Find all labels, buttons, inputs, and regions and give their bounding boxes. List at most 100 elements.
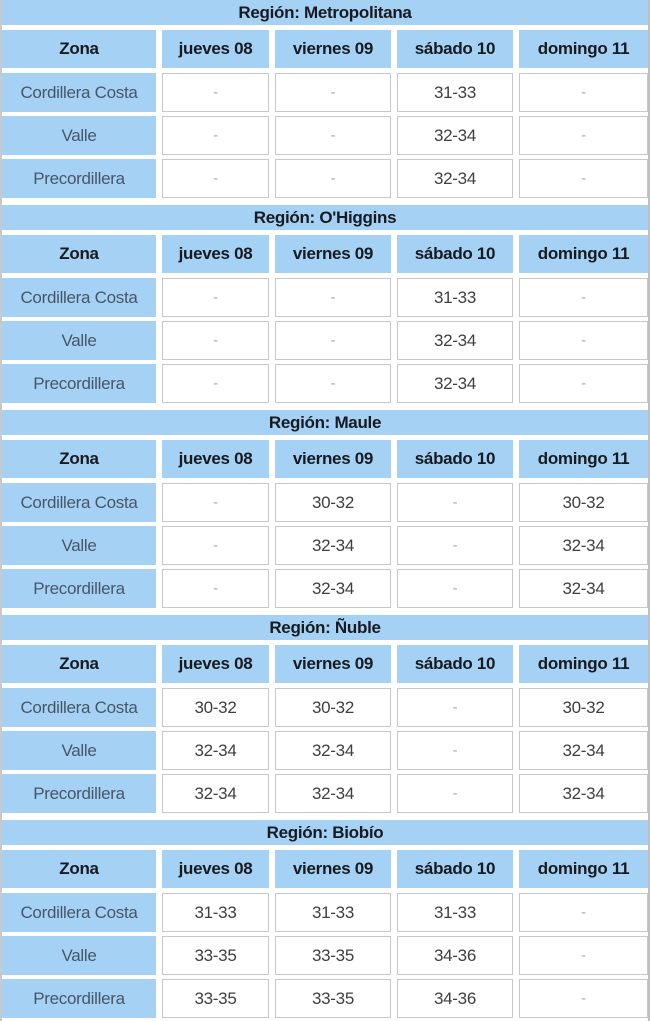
region-table: Región: Biobío Zona jueves 08 viernes 09… <box>2 820 648 1018</box>
value-cell: 30-32 <box>275 688 391 727</box>
column-header-zona: Zona <box>2 850 156 888</box>
value-cell: - <box>275 278 391 317</box>
region-title-bar: Región: Metropolitana <box>2 0 648 25</box>
value-cell: - <box>397 569 513 608</box>
value-cell: - <box>519 116 648 155</box>
value-cell: 32-34 <box>397 364 513 403</box>
value-cell: 32-34 <box>519 774 648 813</box>
value-cell: 31-33 <box>397 73 513 112</box>
header-row: Zona jueves 08 viernes 09 sábado 10 domi… <box>2 235 648 273</box>
zone-cell: Cordillera Costa <box>2 893 156 932</box>
column-header-sabado: sábado 10 <box>397 235 513 273</box>
table-row: Valle 32-34 32-34 - 32-34 <box>2 731 648 770</box>
value-cell: 31-33 <box>397 278 513 317</box>
value-cell: 32-34 <box>275 774 391 813</box>
value-cell: 30-32 <box>519 688 648 727</box>
column-header-jueves: jueves 08 <box>162 30 269 68</box>
column-header-domingo: domingo 11 <box>519 850 648 888</box>
value-cell: 32-34 <box>397 159 513 198</box>
value-cell: - <box>162 159 269 198</box>
value-cell: - <box>519 73 648 112</box>
column-header-jueves: jueves 08 <box>162 850 269 888</box>
region-title: Región: Maule <box>268 412 382 432</box>
value-cell: - <box>519 979 648 1018</box>
region-table: Región: Ñuble Zona jueves 08 viernes 09 … <box>2 615 648 813</box>
column-header-domingo: domingo 11 <box>519 30 648 68</box>
value-cell: - <box>519 893 648 932</box>
value-cell: - <box>519 364 648 403</box>
value-cell: 34-36 <box>397 979 513 1018</box>
zone-cell: Valle <box>2 116 156 155</box>
value-cell: - <box>162 116 269 155</box>
zone-cell: Cordillera Costa <box>2 73 156 112</box>
zone-cell: Precordillera <box>2 774 156 813</box>
column-header-viernes: viernes 09 <box>275 440 391 478</box>
table-row: Cordillera Costa 30-32 30-32 - 30-32 <box>2 688 648 727</box>
column-header-viernes: viernes 09 <box>275 645 391 683</box>
value-cell: - <box>397 774 513 813</box>
value-cell: - <box>275 73 391 112</box>
column-header-zona: Zona <box>2 645 156 683</box>
value-cell: 33-35 <box>275 979 391 1018</box>
zone-cell: Valle <box>2 731 156 770</box>
value-cell: - <box>275 364 391 403</box>
region-title-bar: Región: Maule <box>2 410 648 435</box>
value-cell: - <box>162 526 269 565</box>
region-table: Región: Metropolitana Zona jueves 08 vie… <box>2 0 648 198</box>
value-cell: 32-34 <box>397 321 513 360</box>
value-cell: 31-33 <box>275 893 391 932</box>
value-cell: 32-34 <box>275 731 391 770</box>
region-title-bar: Región: Ñuble <box>2 615 648 640</box>
column-header-domingo: domingo 11 <box>519 440 648 478</box>
header-row: Zona jueves 08 viernes 09 sábado 10 domi… <box>2 440 648 478</box>
table-row: Precordillera 32-34 32-34 - 32-34 <box>2 774 648 813</box>
value-cell: 31-33 <box>162 893 269 932</box>
column-header-domingo: domingo 11 <box>519 645 648 683</box>
value-cell: - <box>519 278 648 317</box>
region-title-bar: Región: Biobío <box>2 820 648 845</box>
column-header-zona: Zona <box>2 30 156 68</box>
value-cell: 30-32 <box>519 483 648 522</box>
value-cell: 33-35 <box>162 979 269 1018</box>
value-cell: - <box>397 483 513 522</box>
value-cell: - <box>162 278 269 317</box>
region-table: Región: Maule Zona jueves 08 viernes 09 … <box>2 410 648 608</box>
table-row: Precordillera - 32-34 - 32-34 <box>2 569 648 608</box>
column-header-sabado: sábado 10 <box>397 850 513 888</box>
value-cell: - <box>397 731 513 770</box>
zone-cell: Valle <box>2 936 156 975</box>
zone-cell: Precordillera <box>2 979 156 1018</box>
value-cell: - <box>275 116 391 155</box>
value-cell: 32-34 <box>162 774 269 813</box>
table-row: Cordillera Costa - - 31-33 - <box>2 278 648 317</box>
zone-cell: Valle <box>2 526 156 565</box>
column-header-sabado: sábado 10 <box>397 30 513 68</box>
value-cell: 30-32 <box>162 688 269 727</box>
region-title: Región: O'Higgins <box>253 207 397 227</box>
value-cell: 34-36 <box>397 936 513 975</box>
table-row: Cordillera Costa 31-33 31-33 31-33 - <box>2 893 648 932</box>
value-cell: 33-35 <box>162 936 269 975</box>
value-cell: - <box>162 569 269 608</box>
region-title: Región: Metropolitana <box>238 2 412 22</box>
column-header-viernes: viernes 09 <box>275 235 391 273</box>
value-cell: 30-32 <box>275 483 391 522</box>
column-header-jueves: jueves 08 <box>162 645 269 683</box>
table-row: Cordillera Costa - - 31-33 - <box>2 73 648 112</box>
value-cell: - <box>162 483 269 522</box>
table-row: Valle 33-35 33-35 34-36 - <box>2 936 648 975</box>
table-row: Precordillera - - 32-34 - <box>2 159 648 198</box>
value-cell: - <box>275 321 391 360</box>
value-cell: 32-34 <box>275 569 391 608</box>
value-cell: - <box>162 364 269 403</box>
value-cell: 32-34 <box>519 569 648 608</box>
table-row: Valle - - 32-34 - <box>2 116 648 155</box>
value-cell: - <box>397 688 513 727</box>
header-row: Zona jueves 08 viernes 09 sábado 10 domi… <box>2 850 648 888</box>
value-cell: - <box>519 936 648 975</box>
region-title: Región: Biobío <box>266 822 384 842</box>
value-cell: - <box>162 321 269 360</box>
column-header-jueves: jueves 08 <box>162 440 269 478</box>
